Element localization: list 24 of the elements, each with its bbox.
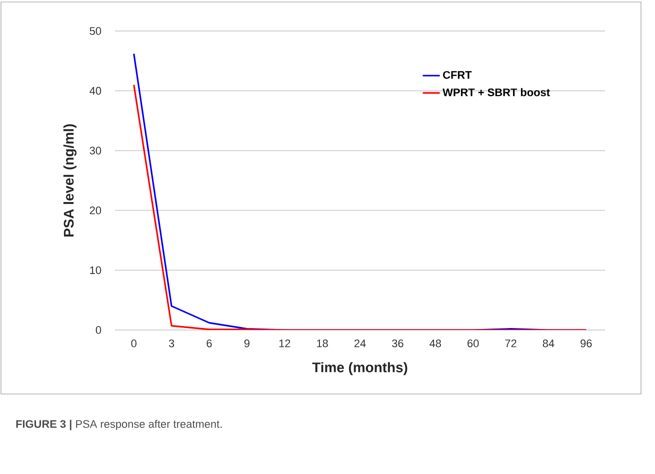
y-tick-label: 10	[90, 266, 102, 274]
x-tick-label: 6	[206, 340, 212, 348]
x-axis-title: Time (months)	[312, 362, 408, 376]
y-tick-label: 20	[90, 206, 102, 214]
x-tick-label: 36	[392, 340, 404, 348]
x-tick-label: 60	[468, 340, 479, 348]
x-tick-label: 9	[244, 340, 250, 348]
x-tick-label: 3	[168, 340, 174, 348]
x-tick-label: 18	[317, 340, 328, 348]
x-tick-label: 24	[354, 340, 366, 348]
legend-label: CFRT	[443, 71, 472, 79]
x-tick-label: 72	[505, 340, 516, 348]
x-tick-label: 0	[131, 340, 136, 348]
y-tick-label: 50	[90, 27, 102, 35]
x-tick-label: 48	[430, 340, 441, 348]
y-tick-label: 40	[90, 86, 102, 95]
legend-label: WPRT + SBRT boost	[442, 88, 550, 96]
y-tick-label: 30	[90, 146, 102, 154]
x-tick-label: 12	[279, 340, 290, 348]
x-tick-label: 84	[542, 340, 554, 348]
x-tick-label: 96	[580, 340, 592, 348]
text: FIGURE 3 | PSA response after treatment.	[16, 420, 222, 430]
y-tick-label: 0	[96, 326, 102, 334]
y-axis-title: PSA level (ng/ml)	[63, 124, 77, 237]
